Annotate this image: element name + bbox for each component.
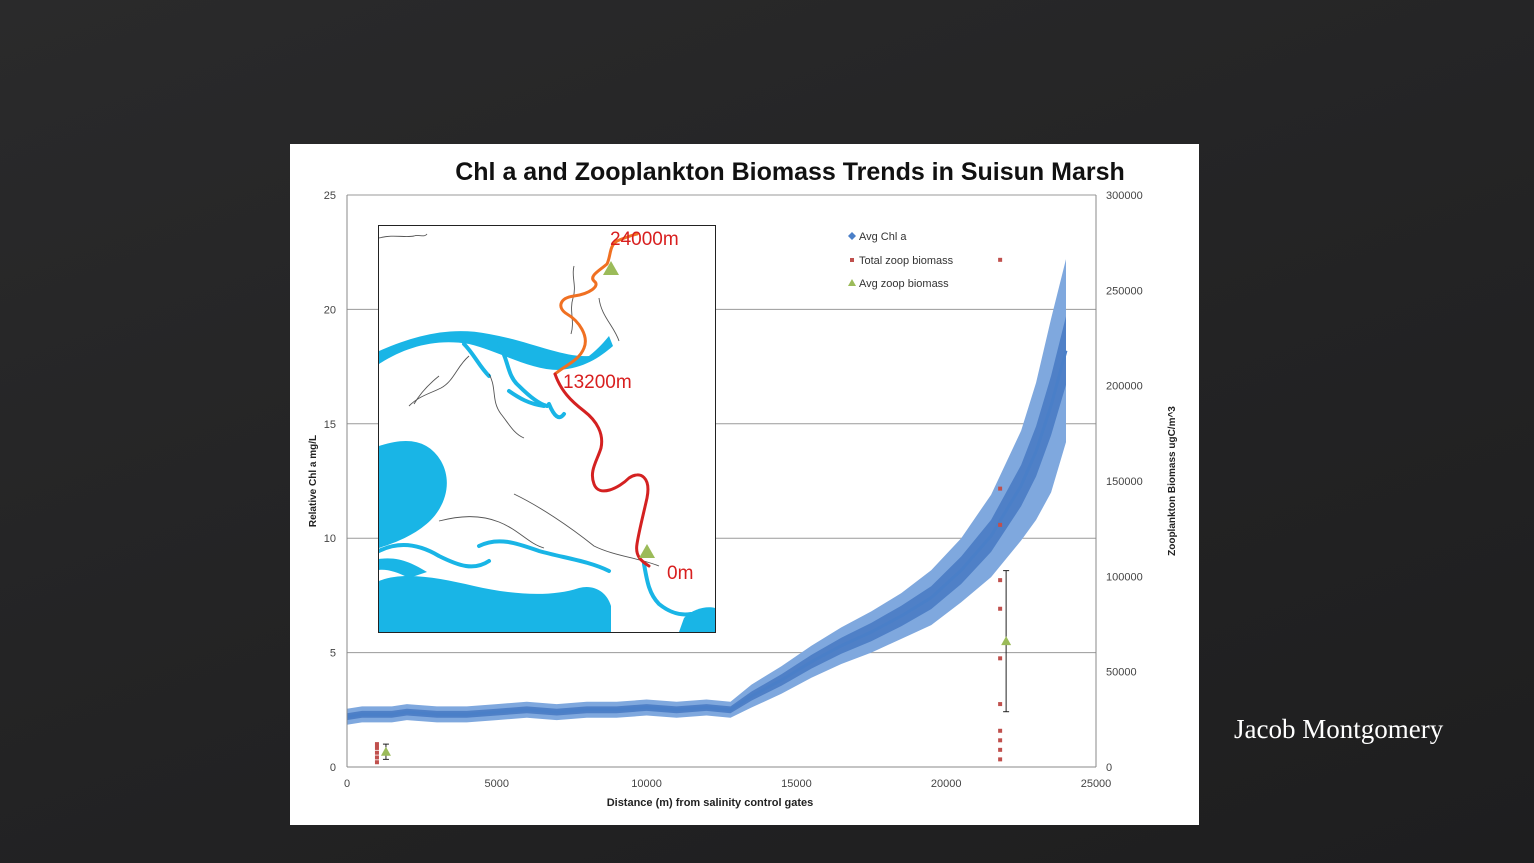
map-road-3 — [379, 233, 428, 239]
chart-svg: 0 5000 10000 15000 20000 25000051015202505000… — [308, 158, 1178, 809]
map-channel-north — [379, 331, 613, 370]
map-road-1 — [513, 493, 660, 567]
map-slough-5 — [477, 539, 611, 573]
map-creek-4 — [488, 373, 525, 439]
legend-marker-triangle-icon — [848, 279, 856, 286]
y2-tick-label-200000: 200000 — [1106, 381, 1143, 393]
y2-tick-label-100000: 100000 — [1106, 571, 1143, 583]
legend-item-total-zoop: Total zoop biomass — [850, 255, 954, 267]
avg-zoop-point-1 — [1001, 636, 1012, 646]
total-zoop-point-10 — [998, 656, 1003, 661]
legend: Avg Chl a Total zoop biomass Avg zoop bi… — [848, 231, 954, 290]
map-triangle-top-icon — [603, 261, 619, 275]
y2-tick-label-0: 0 — [1106, 762, 1112, 774]
x-tick-label-25000: 25000 — [1081, 778, 1112, 790]
map-river-upper-segment — [553, 232, 639, 376]
total-zoop-point-14 — [998, 486, 1003, 491]
x-tick-label-5000: 5000 — [485, 778, 509, 790]
legend-item-avg-zoop: Avg zoop biomass — [848, 278, 949, 290]
total-zoop-point-4 — [374, 742, 379, 747]
map-slough-2 — [462, 342, 491, 378]
y-tick-label-5: 5 — [330, 648, 336, 660]
x-tick-label-20000: 20000 — [931, 778, 962, 790]
map-label-0m: 0m — [667, 563, 693, 584]
map-slough-7 — [547, 402, 566, 420]
map-water-bodies — [379, 331, 715, 632]
legend-label-avg-zoop: Avg zoop biomass — [859, 278, 949, 290]
total-zoop-point-13 — [998, 522, 1003, 527]
map-creek-3 — [408, 355, 470, 407]
map-slough-6 — [642, 562, 693, 617]
map-label-24000m: 24000m — [610, 229, 679, 250]
map-creek-1 — [570, 265, 575, 335]
total-zoop-point-2 — [374, 750, 379, 755]
map-bay-southeast — [679, 607, 715, 632]
y2-tick-label-50000: 50000 — [1106, 667, 1137, 679]
total-zoop-point-12 — [998, 578, 1003, 583]
legend-label-avg-chl: Avg Chl a — [859, 231, 907, 243]
axes-layer: 0 5000 10000 15000 20000 25000051015202505000… — [324, 190, 1143, 790]
y-tick-label-15: 15 — [324, 419, 336, 431]
legend-marker-square-icon — [850, 258, 854, 262]
total-zoop-point-6 — [998, 747, 1003, 752]
map-slough-4 — [379, 543, 491, 569]
y2-tick-label-150000: 150000 — [1106, 476, 1143, 488]
y2-axis-label: Zooplankton Biomass ugC/m^3 — [1167, 406, 1178, 556]
x-tick-label-0: 0 — [344, 778, 350, 790]
map-road-2 — [438, 516, 545, 549]
map-triangle-bottom-icon — [639, 544, 655, 558]
y-axis-label: Relative Chl a mg/L — [308, 435, 319, 527]
map-label-13200m: 13200m — [563, 372, 632, 393]
total-zoop-point-7 — [998, 738, 1003, 743]
total-zoop-point-8 — [998, 728, 1003, 733]
map-channels — [379, 342, 693, 617]
avg-zoop-point-0 — [380, 746, 391, 756]
total-zoop-point-1 — [374, 755, 379, 760]
chart-title: Chl a and Zooplankton Biomass Trends in … — [455, 158, 1125, 186]
author-name: Jacob Montgomery — [1234, 714, 1444, 744]
total-zoop-point-15 — [998, 257, 1003, 262]
map-creek-2 — [598, 297, 620, 342]
y-tick-label-20: 20 — [324, 304, 336, 316]
y-tick-label-0: 0 — [330, 762, 336, 774]
map-bay-south — [379, 576, 611, 632]
map-river-lower-segment — [553, 372, 651, 568]
map-river-route — [553, 232, 651, 568]
map-slough-1 — [497, 342, 549, 408]
total-zoop-point-9 — [998, 702, 1003, 707]
chl-line — [346, 350, 1068, 719]
total-zoop-point-0 — [374, 760, 379, 765]
total-zoop-point-11 — [998, 606, 1003, 611]
chart-panel: 0 5000 10000 15000 20000 25000 0 5 10 15 20 25 0 5000… — [290, 144, 1199, 825]
chl-band-outer — [347, 259, 1066, 725]
map-slough-3 — [507, 389, 546, 408]
total-zoop-point-3 — [374, 745, 379, 750]
map-creek-5 — [413, 375, 440, 405]
x-tick-label-15000: 15000 — [781, 778, 812, 790]
map-bay-lower-west — [379, 558, 427, 578]
total-zoop-point-5 — [998, 757, 1003, 762]
y2-tick-label-300000: 300000 — [1106, 190, 1143, 202]
series-layer — [346, 257, 1068, 765]
map-land-lines — [379, 233, 660, 567]
x-axis-label: Distance (m) from salinity control gates — [607, 797, 814, 809]
map-bay-west — [379, 441, 447, 548]
map-svg: 24000m 13200m 0m — [379, 229, 715, 632]
chl-band-inner — [347, 316, 1066, 721]
legend-label-total-zoop: Total zoop biomass — [859, 255, 954, 267]
y2-tick-label-250000: 250000 — [1106, 285, 1143, 297]
y-tick-label-10: 10 — [324, 533, 336, 545]
legend-item-avg-chl: Avg Chl a — [848, 231, 907, 243]
map-inset: 24000m 13200m 0m — [378, 225, 716, 633]
legend-marker-diamond-icon — [848, 232, 856, 240]
x-tick-label-10000: 10000 — [631, 778, 662, 790]
y-tick-label-25: 25 — [324, 190, 336, 202]
